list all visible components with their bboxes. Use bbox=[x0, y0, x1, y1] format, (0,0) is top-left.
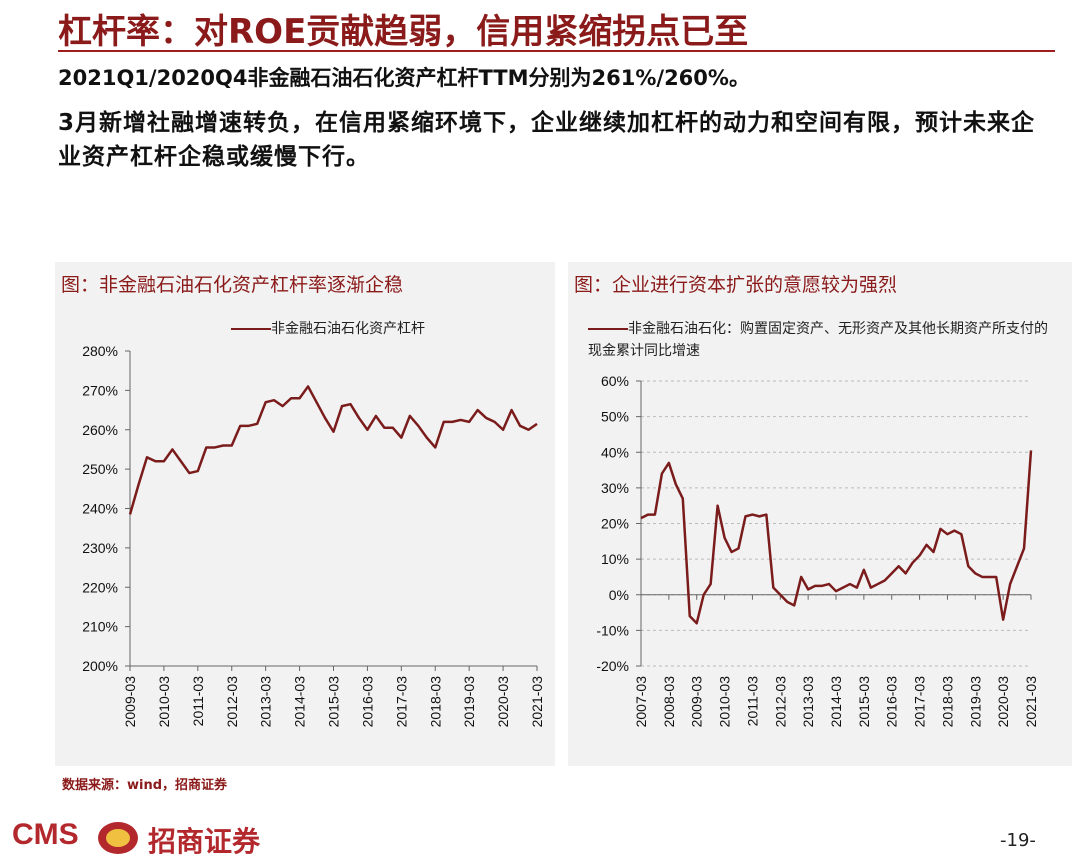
x-tick-label: 2013-03 bbox=[258, 676, 274, 728]
page-number: -19- bbox=[1000, 830, 1036, 851]
legend-swatch bbox=[588, 328, 628, 330]
x-tick-label: 2012-03 bbox=[772, 676, 788, 728]
y-tick-label: 230% bbox=[82, 540, 118, 556]
y-tick-label: 60% bbox=[601, 373, 629, 389]
y-tick-label: 280% bbox=[82, 343, 118, 359]
x-tick-label: 2015-03 bbox=[856, 676, 872, 728]
x-tick-label: 2021-03 bbox=[1023, 676, 1039, 728]
chart-panel: 图：企业进行资本扩张的意愿较为强烈 -20% -10% 0% 10% 20% 30% 40%… bbox=[568, 262, 1072, 766]
x-tick-label: 2020-03 bbox=[495, 676, 511, 728]
x-tick-label: 2009-03 bbox=[689, 676, 705, 728]
legend-label: 非金融石油石化：购置固定资产、无形资产及其他长期资产所支付的现金累计同比增速 bbox=[588, 321, 1048, 359]
x-tick-label: 2013-03 bbox=[800, 676, 816, 728]
x-tick-label: 2010-03 bbox=[717, 676, 733, 728]
legend: 非金融石油石化资产杠杆 bbox=[231, 318, 425, 340]
y-tick-label: 40% bbox=[601, 444, 629, 460]
y-tick-label: 20% bbox=[601, 516, 629, 532]
x-tick-label: 2017-03 bbox=[393, 676, 409, 728]
x-tick-label: 2014-03 bbox=[292, 676, 308, 728]
x-tick-label: 2007-03 bbox=[633, 676, 649, 728]
legend-swatch bbox=[231, 328, 271, 330]
x-tick-label: 2017-03 bbox=[912, 676, 928, 728]
subtitle: 2021Q1/2020Q4非金融石油石化资产杠杆TTM分别为261%/260%。 bbox=[58, 66, 750, 90]
body-text: 3月新增社融增速转负，在信用紧缩环境下，企业继续加杠杆的动力和空间有限，预计未来… bbox=[58, 110, 1036, 170]
y-tick-label: -20% bbox=[596, 658, 629, 674]
x-tick-label: 2010-03 bbox=[156, 676, 172, 728]
chart: -20% -10% 0% 10% 20% 30% 40% 50% 60% 2007-03 2008-… bbox=[596, 373, 1039, 728]
logo-mark bbox=[106, 829, 130, 847]
y-tick-label: 30% bbox=[601, 480, 629, 496]
chart-title: 图：企业进行资本扩张的意愿较为强烈 bbox=[574, 274, 898, 296]
x-tick-label: 2011-03 bbox=[744, 676, 760, 727]
x-tick-label: 2018-03 bbox=[939, 676, 955, 728]
legend: 非金融石油石化：购置固定资产、无形资产及其他长期资产所支付的现金累计同比增速 bbox=[588, 318, 1058, 362]
y-tick-label: 260% bbox=[82, 422, 118, 438]
y-tick-label: 250% bbox=[82, 461, 118, 477]
legend-label: 非金融石油石化资产杠杆 bbox=[271, 321, 425, 337]
x-tick-label: 2018-03 bbox=[427, 676, 443, 728]
logo-name: 招商证券 bbox=[148, 825, 261, 858]
y-tick-label: -10% bbox=[596, 622, 629, 638]
logo-text: CMS bbox=[12, 818, 79, 851]
y-tick-label: 220% bbox=[82, 579, 118, 595]
title-rule bbox=[58, 50, 1055, 52]
logo-icon bbox=[98, 822, 138, 854]
source: 数据来源：wind，招商证券 bbox=[62, 778, 228, 793]
x-tick-label: 2019-03 bbox=[967, 676, 983, 728]
y-tick-label: 240% bbox=[82, 501, 118, 517]
chart-title: 图：非金融石油石化资产杠杆率逐渐企稳 bbox=[61, 274, 404, 296]
x-tick-label: 2019-03 bbox=[461, 676, 477, 728]
y-tick-label: 210% bbox=[82, 619, 118, 635]
chart: 200% 210% 220% 230% 240% 250% 260% 270% 280% 2009… bbox=[82, 343, 545, 728]
x-tick-label: 2016-03 bbox=[359, 676, 375, 728]
x-tick-label: 2009-03 bbox=[122, 676, 138, 728]
series-line bbox=[640, 450, 1033, 625]
x-tick-label: 2021-03 bbox=[529, 676, 545, 728]
chart-panel: 图：非金融石油石化资产杠杆率逐渐企稳 200% 210% 220% 230% 240% 2… bbox=[55, 262, 555, 766]
title: 杠杆率：对ROE贡献趋弱，信用紧缩拐点已至 bbox=[58, 12, 749, 52]
x-tick-label: 2014-03 bbox=[828, 676, 844, 728]
x-tick-label: 2012-03 bbox=[224, 676, 240, 728]
x-tick-label: 2020-03 bbox=[995, 676, 1011, 728]
series-line bbox=[128, 385, 538, 515]
x-tick-label: 2011-03 bbox=[190, 676, 206, 727]
x-tick-label: 2008-03 bbox=[661, 676, 677, 728]
y-tick-label: 270% bbox=[82, 382, 118, 398]
y-tick-label: 10% bbox=[601, 551, 629, 567]
y-tick-label: 200% bbox=[82, 658, 118, 674]
x-tick-label: 2016-03 bbox=[884, 676, 900, 728]
y-tick-label: 0% bbox=[609, 587, 629, 603]
x-tick-label: 2015-03 bbox=[326, 676, 342, 728]
y-tick-label: 50% bbox=[601, 409, 629, 425]
